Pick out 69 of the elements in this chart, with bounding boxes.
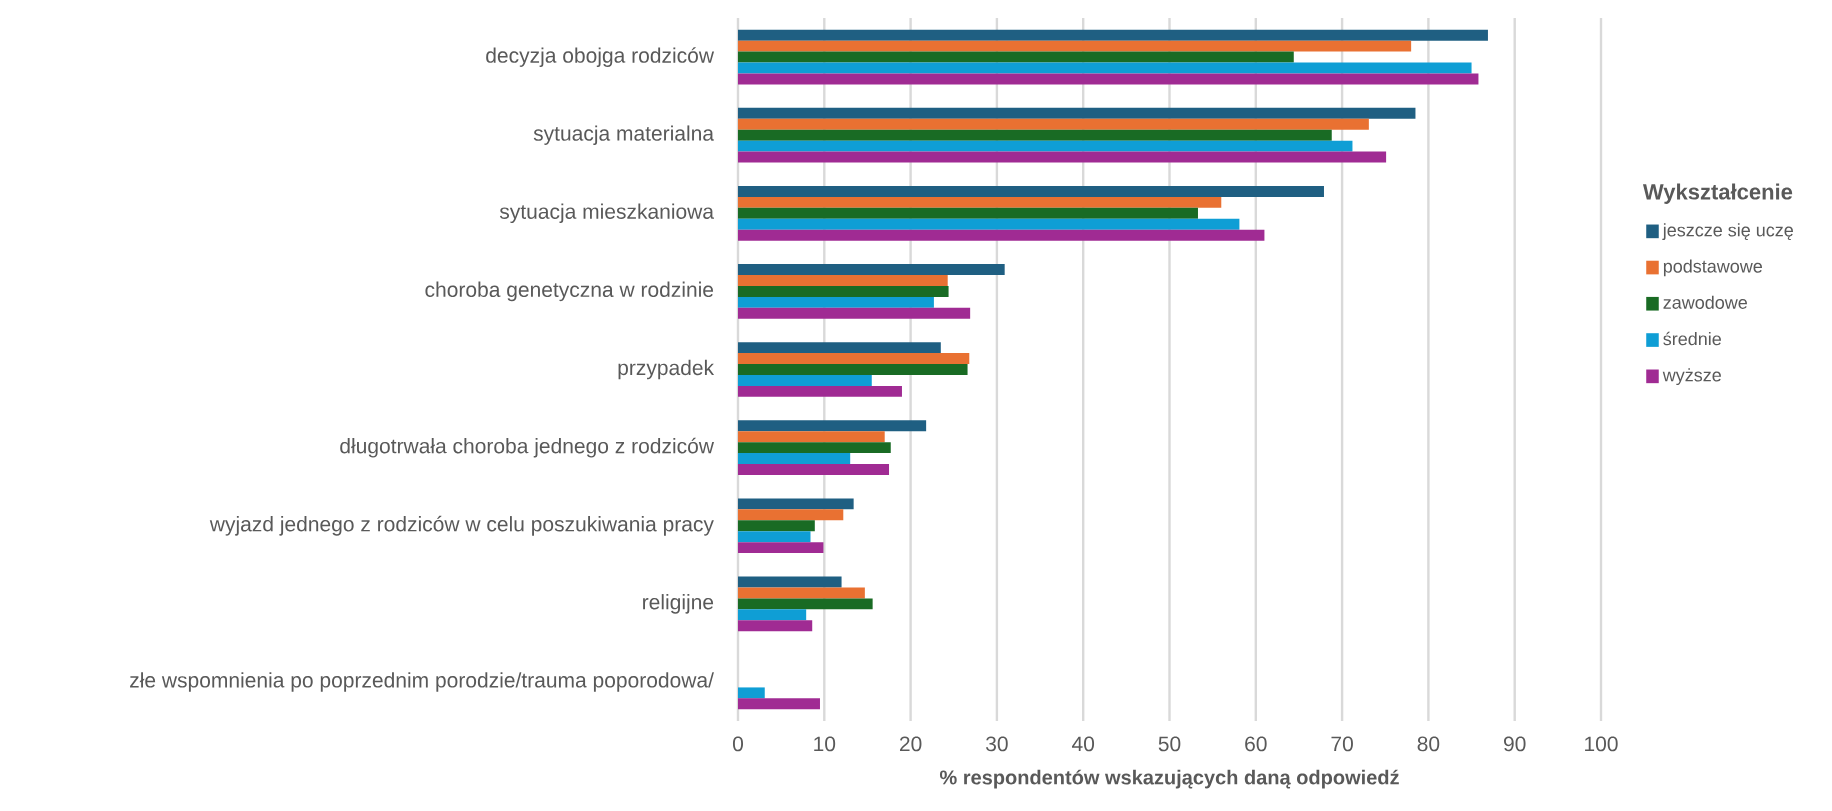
bar	[738, 296, 934, 308]
x-tick-label: 100	[1585, 736, 1618, 752]
x-tick-label: 10	[814, 736, 836, 752]
x-tick-label: 30	[986, 736, 1008, 752]
bar	[738, 229, 1265, 241]
bar	[738, 442, 891, 454]
legend-label: średnie	[1663, 331, 1721, 346]
bar	[738, 498, 854, 510]
bar	[738, 73, 1479, 85]
bar	[738, 62, 1472, 74]
bar	[738, 385, 902, 397]
bar	[738, 687, 765, 699]
x-tick-label: 90	[1503, 736, 1526, 752]
bar	[738, 609, 807, 621]
legend-label: jeszcze się uczę	[1662, 223, 1793, 241]
legend-label: wyższe	[1662, 368, 1721, 386]
bar	[738, 342, 941, 354]
bar	[738, 285, 949, 297]
legend-label: podstawowe	[1663, 259, 1763, 277]
bar	[738, 542, 824, 554]
bar	[738, 620, 813, 632]
x-tick-label: 50	[1158, 736, 1181, 752]
bar	[738, 587, 865, 599]
x-tick-label: 40	[1071, 736, 1095, 752]
bar	[738, 264, 1005, 275]
y-tick-label: sytuacja materialna	[533, 125, 715, 145]
bar	[738, 531, 811, 543]
bar	[738, 151, 1387, 163]
legend-title: Wykształcenie	[1642, 183, 1793, 204]
x-tick-label: 20	[899, 736, 922, 752]
y-tick-label: złe wspomnienia po poprzednim porodzie/trauma poporodowa/	[130, 672, 714, 692]
x-tick-label: 60	[1245, 736, 1267, 752]
bar	[738, 307, 971, 319]
bar	[738, 374, 872, 386]
x-tick-label: 70	[1331, 736, 1353, 752]
x-tick-label: 80	[1417, 736, 1440, 752]
bar	[738, 185, 1324, 197]
bar	[738, 353, 970, 365]
bar	[738, 464, 890, 475]
legend-label: zawodowe	[1663, 295, 1747, 309]
bar	[738, 598, 873, 610]
y-tick-label: przypadek	[618, 359, 715, 380]
bar	[738, 364, 968, 375]
bar	[738, 40, 1412, 52]
bar	[738, 420, 927, 432]
y-tick-label: choroba genetyczna w rodzinie	[425, 281, 714, 302]
y-tick-label: wyjazd jednego z rodziców w celu poszukiwania pracy	[209, 515, 714, 536]
bar	[738, 118, 1369, 130]
bar	[738, 453, 851, 465]
bar	[738, 576, 842, 588]
y-tick-label: religijne	[643, 594, 714, 614]
bar	[738, 520, 815, 532]
y-tick-label: sytuacja mieszkaniowa	[499, 203, 714, 224]
bar	[738, 51, 1294, 63]
bar	[738, 207, 1198, 219]
bar	[738, 431, 885, 443]
bar	[738, 107, 1416, 119]
bar	[738, 29, 1488, 41]
y-tick-label: decyzja obojga rodziców	[486, 47, 715, 67]
x-axis-title: % respondentów wskazujących daną odpowiedź	[939, 769, 1399, 789]
bar	[738, 196, 1222, 208]
x-tick-label: 0	[732, 736, 744, 752]
bar	[738, 509, 844, 521]
bar	[738, 129, 1332, 141]
bar	[738, 698, 820, 710]
y-tick-label: długotrwała choroba jednego z rodziców	[340, 437, 715, 458]
bar	[738, 140, 1353, 152]
bar	[738, 275, 948, 286]
bar	[738, 218, 1240, 230]
